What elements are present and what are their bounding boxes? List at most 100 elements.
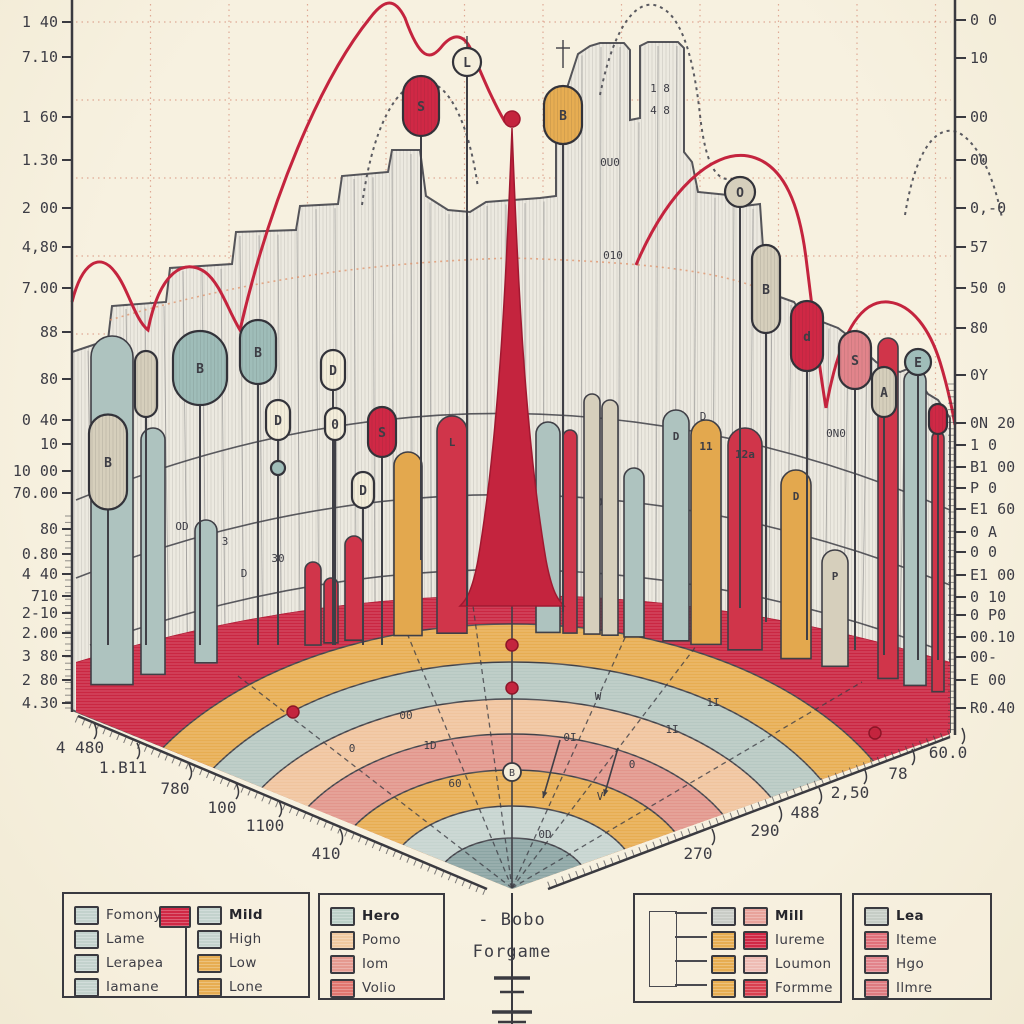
bottom-right-axis-hatch bbox=[729, 812, 733, 820]
bottom-left-axis-hatch bbox=[116, 733, 120, 741]
bottom-right-axis-hatch bbox=[813, 780, 818, 788]
radial-label: 0I bbox=[563, 731, 576, 744]
pill-label: B bbox=[104, 456, 112, 471]
legend-swatch bbox=[197, 905, 222, 925]
pill-marker-hatch bbox=[752, 245, 780, 333]
legend-tree-connector bbox=[675, 936, 707, 938]
bottom-right-axis-hatch bbox=[568, 873, 572, 881]
wall-annotation: D bbox=[241, 567, 248, 580]
pill-label: 0 bbox=[331, 418, 339, 433]
legend-swatch bbox=[864, 906, 889, 926]
radial-label: 60 bbox=[448, 777, 461, 790]
bottom-right-axis-tick-label: 290 bbox=[751, 821, 780, 840]
right-axis-tick-label: E 00 bbox=[970, 671, 1006, 689]
pill-label: E bbox=[914, 356, 922, 371]
bottom-right-axis-hatch bbox=[876, 756, 881, 764]
legend-box-2: Hero Pomo Iom Volio bbox=[318, 893, 445, 1000]
left-axis-tick-label: 80 bbox=[40, 370, 58, 388]
bottom-ruler bbox=[492, 893, 532, 1024]
pill-label: S bbox=[378, 426, 386, 441]
pill-label: D bbox=[329, 364, 337, 379]
bottom-left-axis-hatch bbox=[88, 721, 93, 729]
right-axis-tick-label: B1 00 bbox=[970, 458, 1015, 476]
spike bbox=[344, 535, 364, 642]
legend-swatch bbox=[743, 954, 768, 974]
pill-label: L bbox=[463, 56, 471, 71]
legend-swatch bbox=[864, 954, 889, 974]
legend-swatch bbox=[197, 929, 222, 949]
spike-label: 12a bbox=[735, 448, 755, 461]
floor-red-dot bbox=[505, 638, 519, 652]
bottom-right-axis-hatch bbox=[701, 823, 705, 831]
legend-swatch bbox=[74, 953, 99, 973]
right-axis-tick-label: E1 00 bbox=[970, 566, 1015, 584]
bottom-right-axis-tick-pointer bbox=[711, 828, 716, 846]
bottom-left-axis-hatch bbox=[268, 797, 272, 805]
left-axis-tick-label: 3 80 bbox=[22, 647, 58, 665]
left-axis-tick-label: 0 40 bbox=[22, 411, 58, 429]
bottom-left-axis-tick-pointer bbox=[188, 763, 193, 781]
right-axis-tick-label: 0Y bbox=[970, 366, 988, 384]
bottom-right-axis-tick-label: 270 bbox=[684, 844, 713, 863]
bottom-right-axis-hatch bbox=[855, 764, 860, 772]
bottom-right-axis-hatch bbox=[834, 772, 839, 780]
left-axis-tick-label: 70.00 bbox=[13, 484, 58, 502]
bottom-left-axis-hatch bbox=[378, 844, 383, 852]
bottom-right-axis-hatch bbox=[911, 743, 916, 751]
pill-label: B bbox=[254, 346, 262, 361]
bottom-right-axis-hatch bbox=[904, 746, 909, 754]
pill-label: D bbox=[359, 484, 367, 499]
bottom-left-axis-hatch bbox=[109, 730, 113, 738]
bottom-right-axis-tick-pointer bbox=[863, 767, 868, 785]
legend-swatch bbox=[743, 906, 768, 926]
bottom-right-axis-hatch bbox=[862, 762, 867, 770]
bottom-left-axis-hatch bbox=[337, 826, 341, 834]
right-axis-tick-label: 00.10 bbox=[970, 628, 1015, 646]
bottom-right-axis-hatch bbox=[799, 785, 804, 793]
bottom-axis-label-1: - Bobo bbox=[478, 910, 546, 930]
wall-annotation: 1 8 bbox=[650, 82, 670, 95]
bottom-left-axis-hatch bbox=[447, 873, 452, 881]
bottom-left-axis-hatch bbox=[420, 861, 424, 869]
bottom-right-axis-hatch bbox=[659, 839, 663, 846]
legend-tree-bracket bbox=[649, 911, 677, 987]
wall-column-line bbox=[239, 235, 245, 663]
radial-label: 0D bbox=[538, 828, 551, 841]
floor-arrow-head bbox=[603, 789, 609, 796]
pill-marker-hatch bbox=[929, 404, 947, 434]
bottom-right-axis-tick-label: 2,50 bbox=[831, 783, 870, 802]
legend-row-item: Lea bbox=[864, 905, 924, 927]
legend-label: Lone bbox=[229, 979, 264, 995]
bottom-right-axis-hatch bbox=[771, 796, 776, 804]
legend-label: Iureme bbox=[775, 932, 825, 948]
legend-label: High bbox=[229, 931, 262, 947]
bottom-left-axis-hatch bbox=[261, 794, 265, 802]
bottom-left-axis-hatch bbox=[427, 864, 431, 872]
bottom-left-axis-hatch bbox=[475, 885, 480, 893]
legend-row-item: Mill bbox=[711, 905, 804, 927]
radial-dashed-line bbox=[394, 603, 513, 889]
bottom-left-axis-tick-pointer bbox=[235, 782, 240, 800]
legend-swatch bbox=[743, 930, 768, 950]
legend-tree-connector bbox=[675, 912, 707, 914]
left-axis-tick-label: 4 40 bbox=[22, 565, 58, 583]
legend-row-item: Hgo bbox=[864, 953, 924, 975]
bottom-right-axis-hatch bbox=[890, 751, 895, 759]
spike-label: D bbox=[793, 490, 800, 503]
bottom-left-axis-tick-label: 1100 bbox=[246, 816, 285, 835]
left-axis-tick-label: 2 80 bbox=[22, 671, 58, 689]
legend-swatch bbox=[864, 978, 889, 998]
right-axis-tick-label: 0N 20 bbox=[970, 414, 1015, 432]
bottom-right-axis-hatch bbox=[897, 748, 902, 756]
pill-marker-hatch bbox=[135, 351, 157, 417]
right-axis-tick-label: 0 P0 bbox=[970, 606, 1006, 624]
legend-label: Pomo bbox=[362, 932, 401, 948]
left-axis-tick-label: 2-10 bbox=[22, 604, 58, 622]
legend-swatch bbox=[864, 930, 889, 950]
legend-label: Formme bbox=[775, 980, 833, 996]
wall-column-line bbox=[296, 227, 301, 654]
bottom-left-axis-hatch bbox=[150, 747, 155, 755]
bottom-right-axis-hatch bbox=[785, 791, 790, 799]
bottom-left-axis-hatch bbox=[392, 850, 397, 858]
pill-label: S bbox=[417, 100, 425, 115]
